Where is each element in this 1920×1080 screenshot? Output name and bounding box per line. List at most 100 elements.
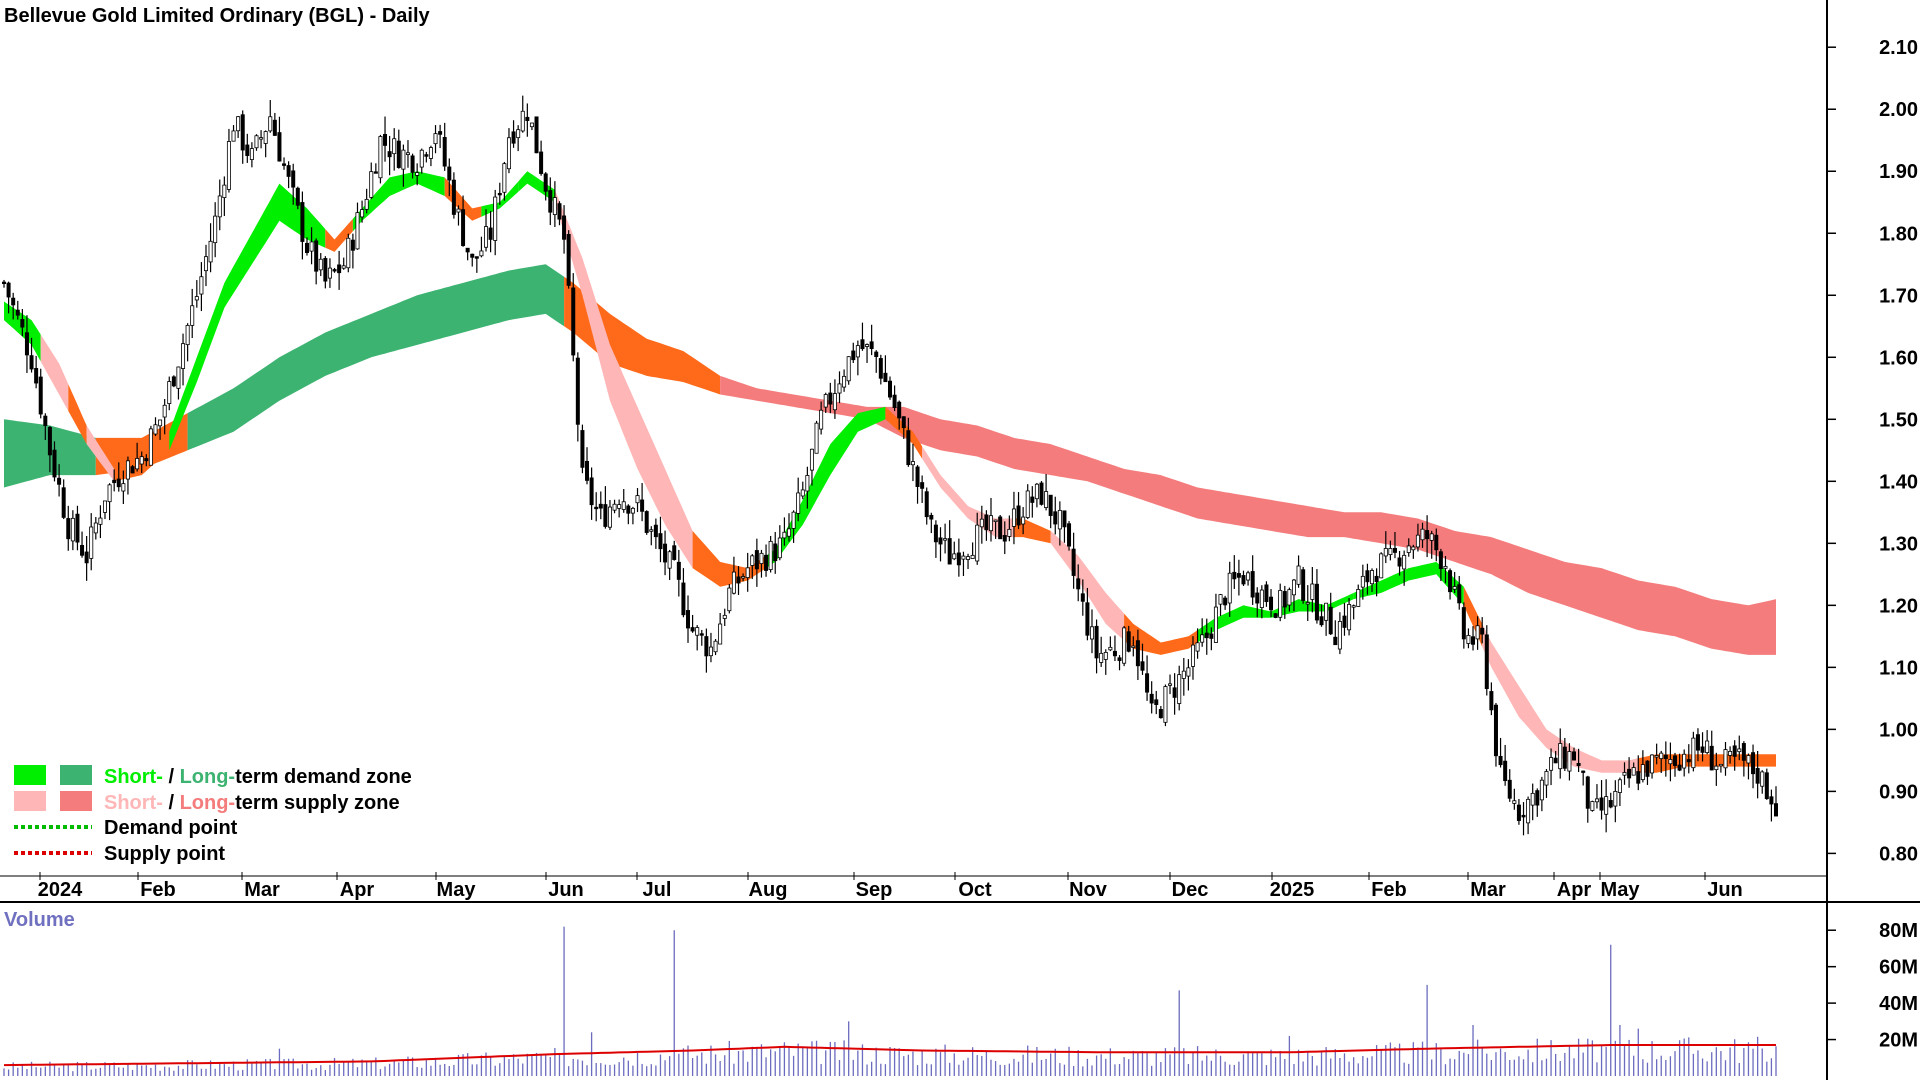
y-tick-label: 0.90 [1879, 781, 1918, 803]
legend-supply-point: Supply point [104, 843, 225, 865]
y-tick-label: 0.80 [1879, 843, 1918, 865]
candle-body [699, 633, 704, 636]
candle-body [1291, 579, 1296, 596]
candle-body [1645, 760, 1650, 777]
candle-body [1388, 548, 1393, 555]
candle-body [66, 518, 71, 540]
candle-body [1333, 636, 1338, 646]
short-term-zone-segment [1197, 592, 1354, 643]
candle-body [1246, 572, 1251, 581]
candle-body [571, 287, 576, 356]
candle-body [1356, 589, 1361, 607]
candle-body [1686, 759, 1691, 763]
legend-demand-point: Demand point [104, 817, 238, 839]
volume-tick-label: 80M [1879, 920, 1918, 942]
candle-body [594, 506, 599, 510]
candle-body [1255, 592, 1260, 604]
candle-body [222, 184, 227, 198]
candlesticks [2, 95, 1779, 836]
candle-body [1131, 645, 1136, 648]
candle-body [557, 203, 562, 220]
candle-body [502, 163, 507, 193]
candle-body [621, 501, 626, 510]
candle-body [75, 513, 80, 543]
candle-body [415, 172, 420, 176]
candle-body [314, 240, 319, 272]
candle-body [1062, 510, 1067, 528]
candle-body [1760, 771, 1765, 787]
candle-body [1319, 616, 1324, 626]
candle-body [938, 537, 943, 545]
long-term-zone-segment [720, 375, 1776, 655]
candle-body [171, 376, 176, 387]
candle-body [1668, 759, 1673, 765]
candle-body [1099, 652, 1104, 663]
candle-body [405, 152, 410, 155]
candle-body [52, 449, 57, 478]
legend-demand-zone: Short- / Long-term demand zone [104, 766, 412, 788]
candle-body [1168, 683, 1173, 686]
candle-body [1076, 578, 1081, 590]
candle-body [1691, 737, 1696, 769]
candle-body [663, 543, 668, 563]
candle-body [1608, 800, 1613, 808]
candle-body [47, 427, 52, 456]
candle-body [474, 256, 479, 259]
candle-body [1489, 691, 1494, 711]
candle-body [529, 122, 534, 128]
candle-body [295, 187, 300, 206]
candle-body [855, 345, 860, 358]
candle-body [61, 487, 66, 518]
short-term-zone-segment [1124, 613, 1198, 655]
candle-body [1411, 546, 1416, 551]
volume-panel [3, 926, 1777, 1076]
candle-body [1755, 768, 1760, 784]
candle-body [254, 135, 259, 149]
candle-body [107, 484, 112, 503]
candle-body [1764, 772, 1769, 800]
candle-body [947, 538, 952, 565]
chart-title: Bellevue Gold Limited Ordinary (BGL) - D… [4, 5, 431, 27]
candle-body [304, 242, 309, 253]
candle-body [1374, 575, 1379, 583]
candle-body [754, 550, 759, 570]
candle-body [1154, 699, 1159, 705]
candle-body [1383, 548, 1388, 557]
candle-body [1324, 602, 1329, 621]
candle-body [548, 190, 553, 213]
candle-body [837, 383, 842, 394]
candle-body [708, 646, 713, 657]
candle-body [1103, 652, 1108, 660]
candle-body [1521, 814, 1526, 818]
candle-body [84, 551, 89, 564]
candle-body [277, 132, 282, 162]
candle-body [57, 477, 62, 485]
candle-body [231, 130, 236, 142]
legend-swatch-long-supply [60, 791, 92, 811]
y-tick-label: 1.80 [1879, 223, 1918, 245]
candle-body [1622, 772, 1627, 776]
candle-body [1347, 604, 1352, 631]
candle-body [341, 265, 346, 269]
candle-body [1631, 767, 1636, 776]
candle-body [598, 503, 603, 509]
candle-body [383, 134, 388, 146]
candle-body [686, 610, 691, 629]
candle-body [291, 170, 296, 188]
candle-body [226, 141, 231, 190]
candle-body [1567, 751, 1572, 772]
candle-body [672, 545, 677, 560]
candle-body [718, 623, 723, 645]
long-term-zone-band [4, 264, 1776, 655]
candle-body [525, 116, 530, 121]
candle-body [1420, 528, 1425, 541]
candle-body [1030, 496, 1035, 503]
candle-body [272, 119, 277, 136]
candle-body [1737, 748, 1742, 753]
candle-body [773, 543, 778, 562]
candle-body [2, 281, 7, 285]
candle-body [1122, 627, 1127, 664]
short-term-zone-segment [325, 218, 353, 252]
legend-separator-2: / [163, 792, 180, 814]
candle-body [828, 392, 833, 405]
